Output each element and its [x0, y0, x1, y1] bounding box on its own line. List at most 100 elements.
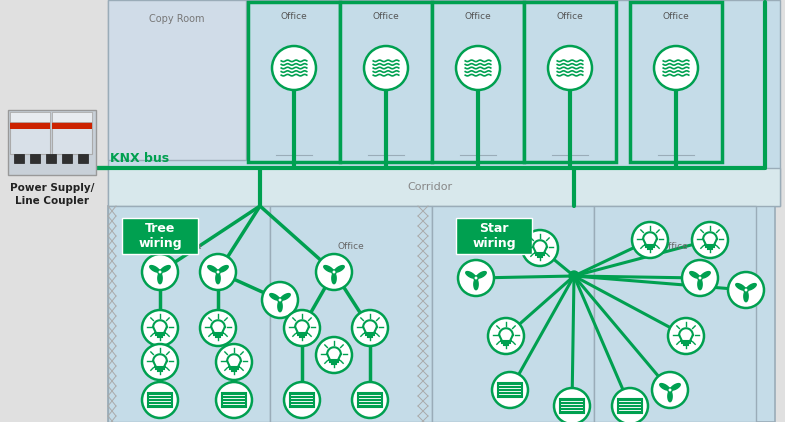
- Polygon shape: [216, 273, 220, 284]
- Bar: [524, 2, 616, 162]
- Polygon shape: [466, 272, 476, 278]
- Circle shape: [142, 254, 178, 290]
- Circle shape: [142, 344, 178, 380]
- Text: Office: Office: [465, 12, 491, 21]
- Circle shape: [158, 270, 162, 274]
- Circle shape: [284, 382, 320, 418]
- Polygon shape: [698, 279, 702, 289]
- Polygon shape: [208, 265, 217, 272]
- Text: Office: Office: [338, 242, 364, 251]
- Circle shape: [352, 382, 388, 418]
- Bar: [108, 0, 780, 206]
- Polygon shape: [219, 265, 228, 272]
- Circle shape: [216, 270, 220, 274]
- Circle shape: [364, 46, 408, 90]
- Text: KNX bus: KNX bus: [110, 152, 169, 165]
- Circle shape: [272, 46, 316, 90]
- Polygon shape: [736, 284, 745, 290]
- Circle shape: [474, 276, 478, 280]
- Polygon shape: [744, 291, 748, 302]
- Circle shape: [316, 337, 352, 373]
- Bar: [222, 392, 246, 407]
- Circle shape: [698, 276, 702, 280]
- Bar: [62, 154, 72, 163]
- Circle shape: [216, 344, 252, 380]
- Text: Power Supply/
Line Coupler: Power Supply/ Line Coupler: [9, 183, 94, 206]
- Polygon shape: [474, 279, 478, 289]
- Text: Star
wiring: Star wiring: [473, 222, 516, 251]
- Circle shape: [316, 254, 352, 290]
- Polygon shape: [323, 265, 334, 272]
- Text: Office: Office: [557, 12, 583, 21]
- Circle shape: [216, 382, 252, 418]
- Text: Office: Office: [663, 12, 689, 21]
- Polygon shape: [701, 272, 710, 278]
- Circle shape: [548, 46, 592, 90]
- Bar: [46, 154, 56, 163]
- Circle shape: [569, 271, 579, 281]
- Text: Copy Room: Copy Room: [149, 14, 205, 24]
- Circle shape: [692, 222, 728, 258]
- Bar: [30, 154, 40, 163]
- Bar: [52, 122, 92, 129]
- Polygon shape: [158, 273, 162, 284]
- Polygon shape: [150, 265, 159, 272]
- Polygon shape: [334, 265, 345, 272]
- Circle shape: [278, 298, 282, 302]
- Polygon shape: [281, 294, 290, 300]
- Bar: [10, 112, 50, 122]
- Polygon shape: [278, 301, 282, 312]
- Bar: [8, 110, 96, 175]
- Text: Office: Office: [662, 242, 688, 251]
- Circle shape: [142, 382, 178, 418]
- Polygon shape: [161, 265, 170, 272]
- Circle shape: [332, 270, 336, 274]
- Circle shape: [632, 222, 668, 258]
- Circle shape: [652, 372, 688, 408]
- Bar: [432, 206, 594, 422]
- Bar: [340, 2, 432, 162]
- Circle shape: [458, 260, 494, 296]
- Bar: [456, 218, 532, 254]
- Bar: [358, 392, 382, 407]
- Circle shape: [728, 272, 764, 308]
- Text: Office: Office: [373, 12, 400, 21]
- Bar: [108, 206, 270, 422]
- Bar: [498, 383, 522, 398]
- Circle shape: [492, 372, 528, 408]
- Bar: [618, 399, 642, 414]
- Bar: [108, 0, 246, 160]
- Circle shape: [522, 230, 558, 266]
- Bar: [78, 154, 88, 163]
- Circle shape: [668, 388, 672, 392]
- Text: Office: Office: [176, 242, 203, 251]
- Text: Tree
wiring: Tree wiring: [138, 222, 182, 251]
- Circle shape: [142, 310, 178, 346]
- Circle shape: [200, 310, 236, 346]
- Polygon shape: [690, 272, 699, 278]
- Polygon shape: [332, 273, 336, 284]
- Polygon shape: [670, 384, 681, 390]
- Bar: [432, 2, 524, 162]
- Circle shape: [456, 46, 500, 90]
- Text: Office: Office: [499, 242, 527, 251]
- Circle shape: [352, 310, 388, 346]
- Circle shape: [284, 310, 320, 346]
- Polygon shape: [270, 294, 279, 300]
- Circle shape: [682, 260, 718, 296]
- Polygon shape: [659, 384, 670, 390]
- Text: Office: Office: [280, 12, 308, 21]
- Circle shape: [668, 318, 704, 354]
- Polygon shape: [747, 284, 756, 290]
- Bar: [108, 206, 775, 422]
- Circle shape: [262, 282, 298, 318]
- Circle shape: [200, 254, 236, 290]
- Bar: [560, 399, 584, 414]
- Bar: [108, 168, 780, 206]
- Bar: [52, 112, 92, 154]
- Bar: [10, 112, 50, 154]
- Bar: [630, 2, 722, 162]
- Bar: [10, 122, 50, 129]
- Bar: [148, 392, 172, 407]
- Bar: [248, 2, 340, 162]
